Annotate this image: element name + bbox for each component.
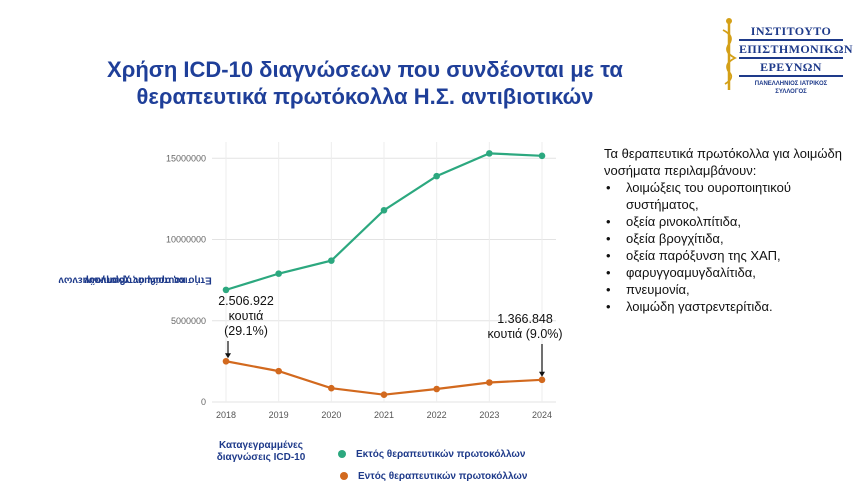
logo-text-2: ΕΠΙΣΤΗΜΟΝΙΚΩΝ: [739, 42, 853, 59]
x-tick-label: 2021: [374, 410, 394, 420]
legend-label-outside: Εκτός θεραπευτικών πρωτοκόλλων: [356, 448, 526, 460]
x-tick-label: 2018: [216, 410, 236, 420]
list-item: οξεία ρινοκολπίτιδα,: [604, 213, 844, 230]
y-tick-label: 10000000: [166, 235, 206, 245]
data-point: [538, 376, 546, 384]
legend-item-inside: Εντός θεραπευτικών πρωτοκόλλων: [340, 465, 578, 487]
data-point: [275, 270, 282, 277]
list-item: λοιμώδη γαστρεντερίτιδα.: [604, 298, 844, 315]
title-line-1: Χρήση ICD-10 διαγνώσεων που συνδέονται μ…: [107, 57, 623, 82]
annotation-text: κουτιά: [229, 309, 264, 323]
data-point: [222, 357, 230, 365]
x-tick-label: 2022: [427, 410, 447, 420]
annotation-arrowhead: [539, 371, 545, 377]
data-point: [380, 206, 388, 214]
logo-subtitle: ΠΑΝΕΛΛΗΝΙΟΣ ΙΑΤΡΙΚΟΣ ΣΥΛΛΟΓΟΣ: [754, 81, 828, 95]
x-tick-label: 2024: [532, 410, 552, 420]
note-intro: Τα θεραπευτικά πρωτόκολλα για λοιμώδη νο…: [604, 146, 842, 178]
logo-text-3: ΕΡΕΥΝΩΝ: [739, 60, 843, 77]
y-tick-label: 5000000: [171, 316, 206, 326]
legend: Εκτός θεραπευτικών πρωτοκόλλων Εντός θερ…: [338, 443, 578, 487]
data-point: [486, 379, 493, 386]
data-point: [433, 385, 440, 393]
protocols-note: Τα θεραπευτικά πρωτόκολλα για λοιμώδη νο…: [604, 145, 844, 315]
x-tick-label: 2019: [269, 410, 289, 420]
legend-marker-inside: [340, 472, 348, 480]
data-point: [538, 152, 546, 160]
annotation-text: (29.1%): [224, 324, 268, 338]
x-tick-label: 2023: [479, 410, 499, 420]
data-point: [433, 172, 440, 180]
legend-marker-outside: [338, 450, 346, 458]
x-tick-label: 2020: [321, 410, 341, 420]
legend-item-outside: Εκτός θεραπευτικών πρωτοκόλλων: [338, 443, 578, 465]
annotation-text: 1.366.848: [497, 312, 553, 326]
annotation-arrowhead: [225, 353, 231, 359]
logo-text-1: ΙΝΣΤΙΤΟΥΤΟ: [739, 24, 843, 41]
annotation-text: κουτιά (9.0%): [487, 327, 562, 341]
data-point: [328, 257, 335, 264]
list-item: οξεία βρογχίτιδα,: [604, 230, 844, 247]
protocols-list: λοιμώξεις του ουροποιητικού συστήματος, …: [604, 179, 844, 315]
institute-logo: ΙΝΣΤΙΤΟΥΤΟ ΕΠΙΣΤΗΜΟΝΙΚΩΝ ΕΡΕΥΝΩΝ ΠΑΝΕΛΛΗ…: [717, 14, 853, 96]
title-line-2: θεραπευτικά πρωτόκολλα Η.Σ. αντιβιοτικών: [136, 84, 594, 109]
data-point: [380, 391, 388, 398]
y-tick-label: 0: [201, 397, 206, 407]
y-tick-label: 15000000: [166, 153, 206, 163]
list-item: λοιμώξεις του ουροποιητικού συστήματος,: [604, 179, 844, 213]
data-point: [328, 384, 335, 392]
data-point: [486, 150, 493, 157]
list-item: πνευμονία,: [604, 281, 844, 298]
data-point: [275, 367, 282, 375]
list-item: φαρυγγοαμυγδαλίτιδα,: [604, 264, 844, 281]
slide-title: Χρήση ICD-10 διαγνώσεων που συνδέονται μ…: [40, 56, 690, 110]
legend-title: Καταγεγραμμένες διαγνώσεις ICD-10: [216, 440, 306, 463]
annotation-text: 2.506.922: [218, 294, 274, 308]
data-point: [222, 286, 230, 294]
caduceus-icon: [722, 18, 738, 90]
legend-label-inside: Εντός θεραπευτικών πρωτοκόλλων: [358, 470, 528, 482]
list-item: οξεία παρόξυνση της ΧΑΠ,: [604, 247, 844, 264]
